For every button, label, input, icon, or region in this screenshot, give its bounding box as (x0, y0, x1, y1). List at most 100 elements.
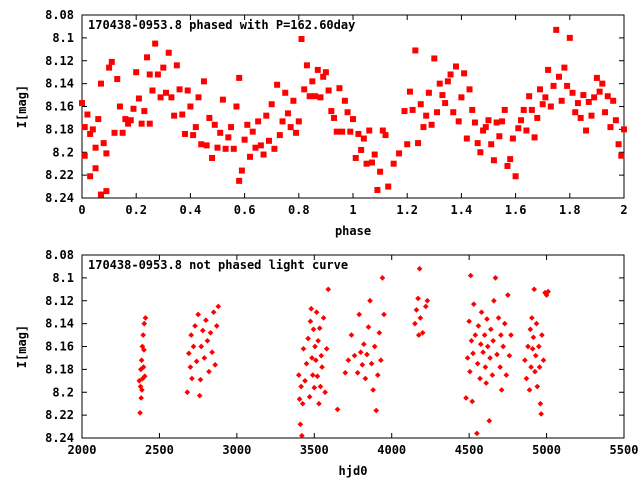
data-point (209, 349, 215, 356)
data-point (284, 110, 291, 117)
data-point (189, 375, 195, 382)
data-point (297, 421, 304, 428)
data-point (470, 350, 476, 357)
data-point (564, 82, 571, 89)
data-point (130, 105, 137, 112)
data-point (536, 343, 542, 350)
data-point (498, 332, 504, 338)
data-point (149, 87, 156, 94)
data-point (447, 71, 454, 78)
chart-title: 170438-0953.8 phased with P=162.60day (88, 18, 355, 32)
data-point (144, 54, 151, 61)
data-point (313, 357, 319, 364)
data-point (425, 89, 432, 96)
data-point (309, 372, 316, 378)
data-point (528, 106, 535, 113)
data-point (480, 349, 486, 356)
data-point (312, 93, 319, 100)
data-point (515, 125, 522, 132)
data-point (404, 141, 411, 148)
data-point (215, 303, 222, 310)
data-point (455, 118, 462, 125)
data-point (547, 103, 554, 110)
data-point (140, 364, 147, 370)
data-point (482, 364, 489, 370)
data-point (141, 108, 148, 115)
data-point (370, 387, 376, 393)
data-point (316, 400, 322, 407)
data-point (382, 132, 389, 139)
data-point (486, 418, 493, 424)
data-point (596, 88, 603, 95)
data-point (373, 407, 380, 414)
data-point (491, 297, 497, 304)
data-point (367, 297, 373, 304)
data-point (534, 383, 541, 390)
data-point (314, 373, 321, 380)
data-point (555, 73, 562, 80)
data-point (213, 323, 220, 329)
data-point (198, 343, 205, 350)
data-point (583, 127, 590, 134)
data-point (97, 191, 104, 198)
data-point (316, 325, 323, 332)
data-point (412, 320, 418, 327)
data-point (103, 150, 110, 157)
data-point (406, 88, 413, 95)
x-tick-label: 1.2 (396, 203, 418, 217)
data-point (81, 124, 88, 131)
data-point (309, 78, 316, 85)
data-point (193, 358, 200, 365)
data-point (152, 40, 159, 47)
x-tick-label: 0.4 (180, 203, 202, 217)
data-point (490, 157, 497, 164)
data-point (504, 162, 511, 169)
y-tick-label: 8.16 (45, 340, 74, 354)
data-point (357, 349, 364, 356)
data-point (464, 355, 471, 361)
data-point (458, 94, 465, 101)
data-point (176, 86, 183, 93)
data-point (320, 315, 327, 321)
data-point (317, 383, 324, 390)
data-point (591, 94, 598, 101)
data-point (381, 311, 387, 318)
data-point (87, 130, 94, 137)
data-point (466, 318, 472, 325)
data-point (444, 78, 451, 85)
data-point (295, 118, 302, 125)
data-point (368, 159, 375, 166)
data-point (146, 71, 153, 78)
y-tick-label: 8.2 (52, 385, 74, 399)
data-point (523, 375, 530, 382)
data-point (325, 286, 332, 293)
phased-light-curve-panel: 0 0.2 0.4 0.6 0.8 1 1.2 1.4 1.6 1.8 2 8.08 8.1 8.12 8.… (15, 8, 628, 238)
data-point (529, 315, 535, 321)
data-point (540, 357, 547, 364)
data-point (108, 58, 115, 65)
data-point (138, 120, 145, 127)
data-point (483, 380, 490, 386)
data-point (379, 275, 386, 281)
data-point (371, 343, 378, 350)
data-point (331, 114, 338, 121)
data-point (336, 85, 343, 92)
data-point (415, 332, 422, 338)
data-point (507, 156, 514, 163)
data-point (585, 98, 592, 105)
x-tick-label: 1 (349, 203, 356, 217)
data-point (125, 120, 132, 127)
data-point (525, 343, 531, 350)
data-point (526, 93, 533, 100)
x-tick-label: 2 (620, 203, 627, 217)
data-point (279, 118, 286, 125)
data-point (615, 141, 622, 148)
data-point (361, 341, 367, 348)
y-axis-label: I[mag] (15, 325, 29, 368)
data-point (539, 101, 546, 108)
data-point (111, 129, 118, 136)
data-point (474, 140, 481, 147)
data-point (558, 97, 565, 104)
data-point (512, 173, 519, 180)
data-point (604, 93, 611, 100)
